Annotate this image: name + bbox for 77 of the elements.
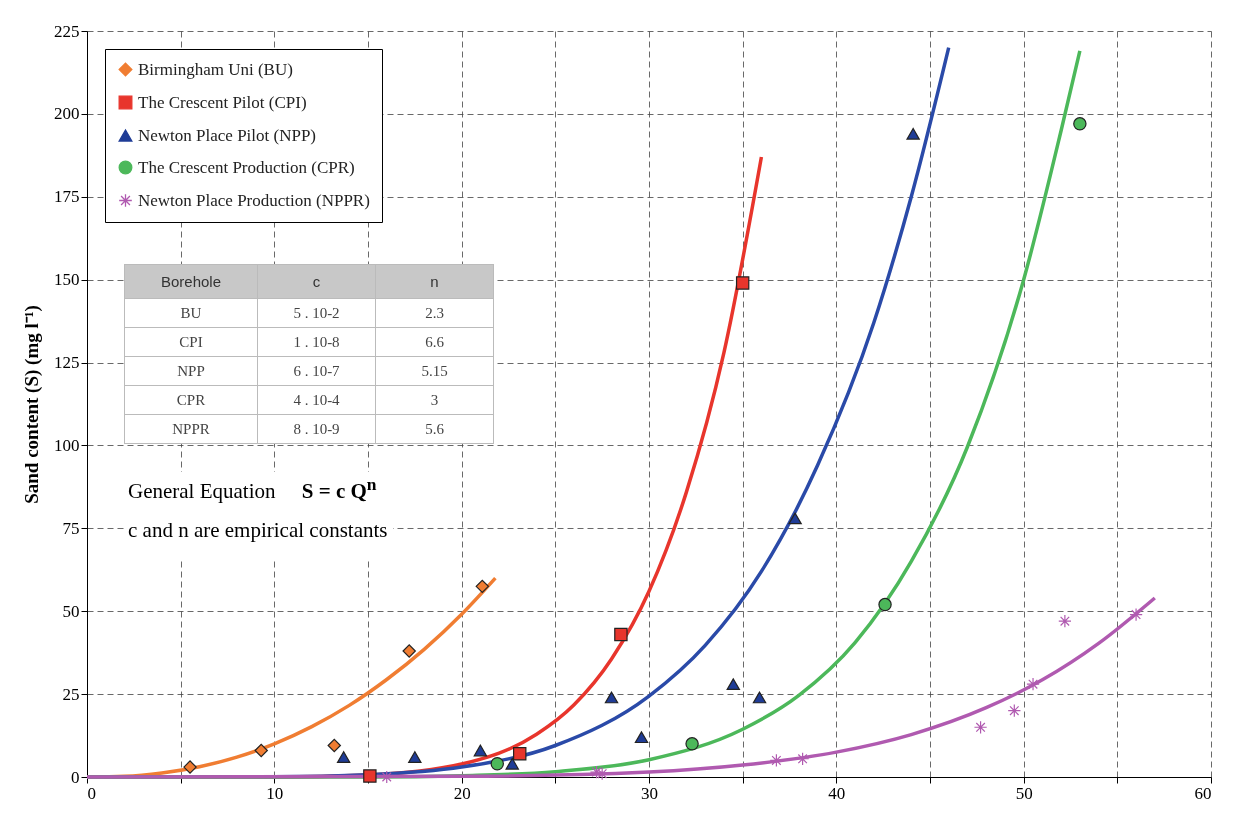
point [788, 512, 802, 525]
point [380, 770, 394, 784]
point [336, 751, 351, 764]
point [183, 760, 197, 774]
legend-label: Newton Place Pilot (NPP) [138, 125, 317, 145]
annotation: Borehole [124, 264, 258, 299]
y-tick-label: 0 [71, 767, 80, 787]
x-tick-label: 10 [266, 783, 284, 803]
annotation: 8 . 10-9 [257, 414, 376, 444]
annotation: 5.6 [375, 414, 494, 444]
legend-label: Newton Place Production (NPPR) [138, 190, 370, 210]
point [878, 597, 892, 612]
y-tick-label: 50 [62, 601, 80, 621]
line-series [85, 596, 1157, 779]
point [726, 678, 741, 691]
point [1007, 703, 1022, 718]
point [614, 627, 628, 642]
x-tick-label: 40 [828, 783, 846, 803]
annotation: NPPR [124, 414, 258, 444]
point [408, 751, 422, 764]
point [1073, 117, 1087, 131]
point [475, 579, 489, 594]
annotation: 4 . 10-4 [257, 385, 376, 415]
point [589, 765, 604, 779]
y-axis-title: Sand content (S) (mg l⁻¹) [21, 305, 43, 504]
x-tick-label: 50 [1015, 783, 1033, 803]
annotation: 1 . 10-8 [257, 327, 376, 357]
y-tick-label: 25 [62, 684, 80, 704]
annotation: c [257, 264, 376, 299]
annotation: CPR [124, 385, 258, 415]
annotation: n [375, 264, 494, 299]
y-tick-label: 175 [54, 187, 80, 207]
y-tick-label: 100 [54, 435, 80, 455]
y-tick-label: 125 [54, 353, 80, 373]
point [254, 743, 268, 758]
y-tick-label: 225 [54, 21, 80, 41]
annotation: 3 [375, 385, 494, 415]
point [595, 766, 609, 781]
x-tick-label: 20 [453, 783, 471, 803]
y-tick-label: 75 [62, 518, 80, 538]
point [634, 731, 649, 744]
point [604, 691, 619, 704]
annotation: 6 . 10-7 [257, 356, 376, 386]
x-tick-label: 60 [1194, 783, 1212, 803]
annotation: S = c Q$^{n}$ [301, 474, 377, 503]
x-tick-label: 0 [87, 783, 96, 803]
point [490, 757, 504, 771]
annotation: 5.15 [375, 356, 494, 386]
point [473, 744, 488, 757]
point [363, 769, 377, 783]
point [505, 757, 519, 770]
annotation: General Equation [128, 479, 276, 503]
point [513, 747, 527, 761]
x-tick-label: 30 [641, 783, 658, 803]
legend-label: The Crescent Production (CPR) [138, 157, 355, 177]
annotation: NPP [124, 356, 258, 386]
point [752, 691, 767, 704]
annotation: c and n are empirical constants [128, 518, 388, 543]
annotation: 2.3 [375, 298, 494, 328]
annotation: 5 . 10-2 [257, 298, 376, 328]
y-tick-label: 150 [54, 270, 80, 290]
annotation: CPI [124, 327, 258, 357]
y-tick-label: 200 [54, 104, 80, 124]
point [735, 276, 750, 290]
legend-label: Birmingham Uni (BU) [138, 59, 293, 79]
point [906, 127, 920, 140]
point [1026, 677, 1040, 691]
annotation: 6.6 [375, 327, 494, 357]
legend-label: The Crescent Pilot (CPI) [138, 92, 307, 112]
point [1129, 607, 1143, 622]
equation-note: General Equation S = c Q$^{n}$ c and n are empirical constants [126, 472, 394, 559]
point [327, 738, 341, 753]
annotation: BU [124, 298, 258, 328]
point [685, 737, 699, 751]
point [973, 720, 988, 734]
point [1058, 614, 1072, 628]
point [402, 644, 416, 658]
